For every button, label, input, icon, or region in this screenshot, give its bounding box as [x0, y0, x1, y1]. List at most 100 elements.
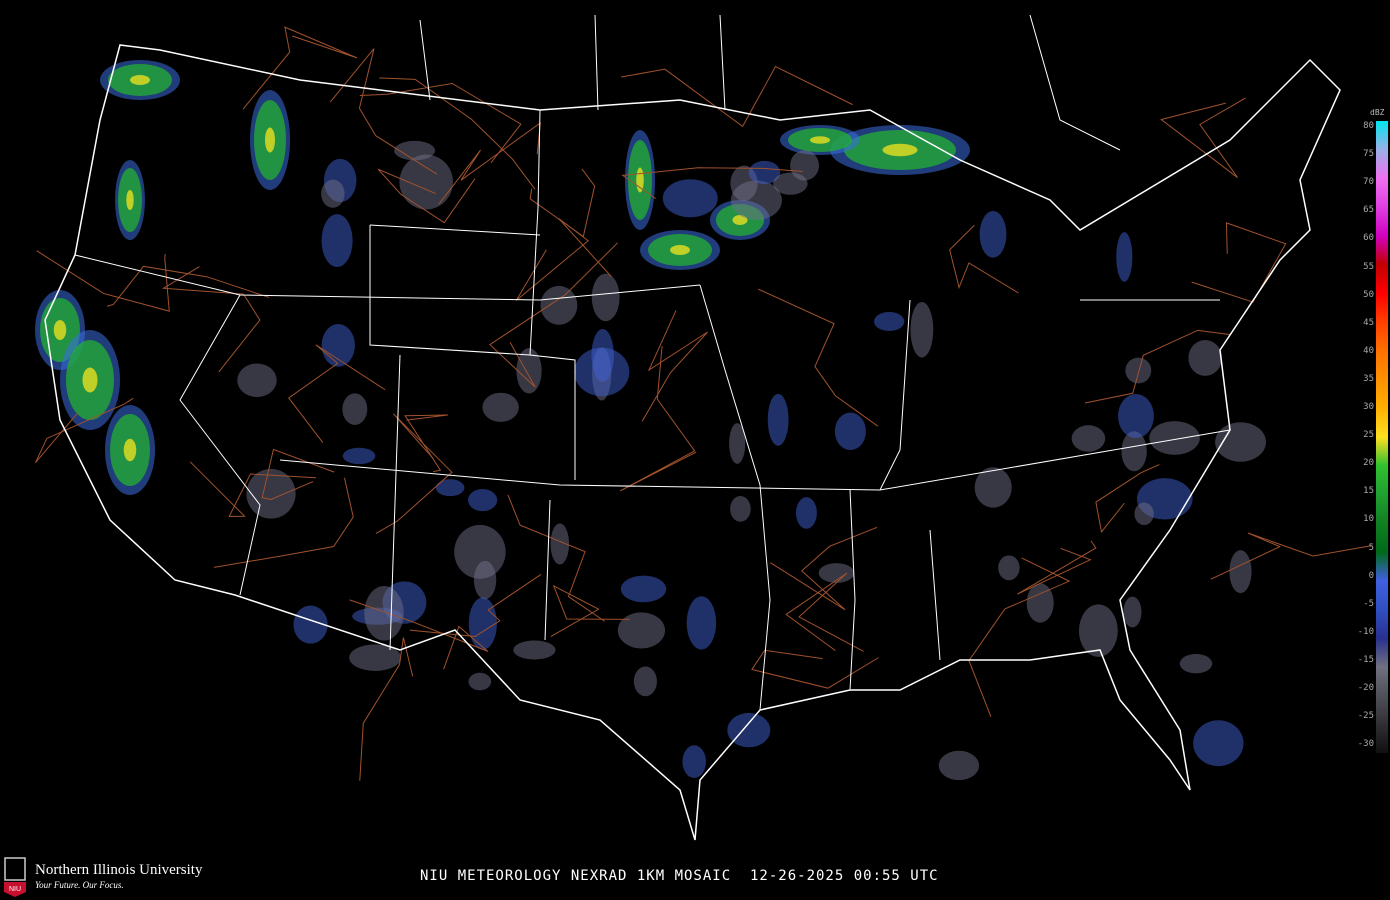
legend-tick: -5 [1363, 598, 1374, 609]
radar-echo [1026, 583, 1054, 623]
legend-tick: 35 [1363, 373, 1374, 384]
legend-tick: 80 [1363, 121, 1374, 131]
radar-echo [1215, 422, 1267, 462]
highway [621, 167, 803, 200]
radar-echo [795, 497, 817, 529]
highway [1191, 222, 1287, 303]
highway [404, 414, 448, 473]
radar-echo [540, 285, 578, 325]
radar-echo [454, 524, 506, 579]
radar-echo [662, 179, 718, 218]
radar-echo [633, 666, 657, 697]
radar-echo [467, 489, 498, 512]
niu-logo: NIU Northern Illinois University Your Fu… [2, 856, 242, 898]
legend-tick: 40 [1363, 345, 1374, 356]
radar-echo [1123, 596, 1142, 628]
highway [619, 345, 697, 492]
dbz-legend: dBZ 80 75 70 65 60 55 50 45 40 35 30 25 20 15 10 5 0 -5 -1… [1356, 108, 1390, 758]
highway [1160, 97, 1246, 178]
radar-echo [790, 150, 820, 181]
radar-echo [468, 597, 497, 650]
highway [1210, 532, 1372, 580]
radar-echo [1193, 720, 1244, 767]
highway [968, 557, 1071, 717]
radar-echo [394, 140, 436, 161]
radar-echo [321, 214, 353, 268]
radar-echo [938, 750, 980, 781]
legend-tick: -25 [1357, 711, 1374, 722]
highway [288, 344, 386, 443]
highway [329, 48, 438, 175]
radar-echo [482, 392, 519, 422]
radar-echo [513, 640, 556, 660]
radar-echo [123, 438, 137, 462]
radar-echo [1071, 425, 1106, 452]
legend-tick: 60 [1363, 233, 1374, 244]
radar-echo [53, 320, 67, 340]
radar-echo [873, 311, 905, 332]
radar-echo [364, 586, 404, 641]
highway [529, 168, 596, 238]
radar-echo [1125, 357, 1152, 384]
state-borders [74, 14, 1231, 711]
radar-echo [636, 167, 644, 193]
radar-echo [979, 211, 1007, 258]
radar-echo [617, 612, 666, 649]
radar-echo [574, 347, 630, 397]
radar-echo [82, 367, 98, 393]
highway [751, 649, 879, 689]
radar-echo [1078, 604, 1118, 657]
radar-echo [882, 143, 918, 157]
radar-echo [773, 172, 808, 195]
highway [379, 77, 536, 190]
highway [1017, 540, 1097, 595]
highway [785, 572, 864, 652]
radar-echo [1188, 340, 1222, 376]
university-tagline: Your Future. Our Focus. [35, 880, 124, 890]
legend-unit: dBZ [1370, 108, 1385, 117]
legend-tick: 0 [1368, 570, 1374, 581]
highway [377, 168, 476, 224]
radar-echo [349, 644, 402, 671]
radar-echo [126, 190, 134, 210]
niu-shield-icon: NIU [4, 857, 26, 897]
highway [507, 494, 605, 622]
radar-echo [834, 412, 866, 451]
legend-tick: 75 [1363, 149, 1374, 160]
radar-echo [321, 179, 345, 208]
radar-echo [1149, 421, 1200, 455]
highway [359, 637, 414, 781]
highway [949, 224, 1019, 294]
legend-tick: 15 [1363, 486, 1374, 497]
highway [242, 26, 358, 110]
radar-echo [730, 496, 751, 522]
highway [550, 584, 630, 637]
radar-echo [910, 302, 934, 358]
radar-echo [237, 363, 277, 398]
highway [641, 310, 708, 422]
highway [349, 599, 489, 670]
radar-echo [748, 160, 781, 185]
radar-echo [550, 523, 570, 565]
highway [409, 574, 542, 637]
radar-echo [620, 575, 667, 603]
radar-echo [810, 136, 830, 144]
legend-tick: 50 [1363, 289, 1374, 300]
radar-echo [670, 245, 690, 255]
radar-echo [767, 393, 789, 446]
radar-echo [399, 154, 453, 210]
radar-echo [732, 215, 748, 225]
us-outline [44, 44, 1341, 841]
radar-echo [1179, 653, 1213, 674]
highway [621, 65, 853, 128]
highway [1095, 464, 1160, 534]
radar-echo [435, 479, 465, 497]
radar-echo [818, 563, 855, 583]
legend-tick: -10 [1357, 626, 1374, 637]
highway [375, 413, 453, 534]
highway [758, 288, 879, 427]
legend-tick: -15 [1357, 654, 1374, 665]
highways [35, 26, 1372, 781]
radar-echo [516, 348, 542, 394]
